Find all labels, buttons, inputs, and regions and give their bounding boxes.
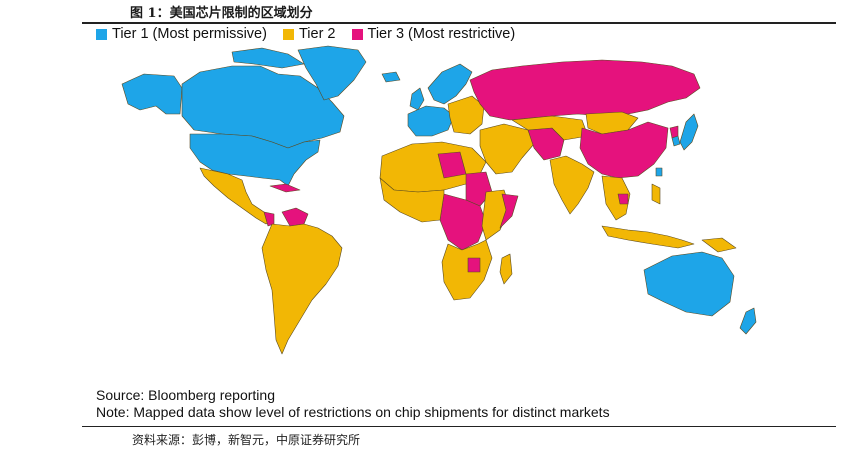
legend-swatch-tier3 <box>351 28 363 40</box>
region-philippines <box>651 183 661 205</box>
region-alaska <box>121 73 183 115</box>
region-new-zealand <box>739 307 757 335</box>
legend-swatch-tier1 <box>96 28 107 40</box>
region-china <box>579 121 669 179</box>
region-madagascar <box>499 253 513 285</box>
source-text: Source: Bloomberg reporting <box>96 387 275 403</box>
region-central-asia <box>511 115 589 141</box>
figure-title: 图 1：美国芯片限制的区域划分 <box>130 6 313 21</box>
region-australia <box>643 251 735 317</box>
region-middle-east <box>479 123 535 175</box>
region-central-africa <box>439 193 487 251</box>
region-venezuela <box>281 207 309 227</box>
region-cambodia <box>617 193 629 205</box>
bottom-rule <box>82 426 836 427</box>
legend-swatch-tier2 <box>282 28 294 40</box>
region-taiwan <box>655 167 663 177</box>
region-western-europe <box>407 105 455 137</box>
source-notes: Source: Bloomberg reporting Note: Mapped… <box>96 387 610 421</box>
region-south-america <box>261 223 343 355</box>
region-arctic-islands <box>231 47 305 69</box>
region-png <box>701 237 737 253</box>
region-south-korea <box>671 135 681 147</box>
world-map <box>121 45 757 355</box>
region-iceland <box>381 71 401 83</box>
top-rule <box>82 22 836 24</box>
region-usa <box>189 133 321 187</box>
region-scandinavia <box>427 63 473 105</box>
region-indonesia <box>601 225 695 249</box>
region-eastern-europe <box>447 95 485 135</box>
note-text: Note: Mapped data show level of restrict… <box>96 404 610 420</box>
footer-source: 资料来源：彭博，新智元，中原证券研究所 <box>132 433 361 447</box>
region-cuba <box>269 183 301 193</box>
legend-item-tier3: Tier 3 (Most restrictive) <box>351 26 516 42</box>
legend-label-tier3: Tier 3 (Most restrictive) <box>367 26 516 42</box>
region-southeast-asia <box>601 175 631 221</box>
region-southern-africa <box>441 239 493 301</box>
legend-label-tier1: Tier 1 (Most permissive) <box>112 26 267 42</box>
legend-label-tier2: Tier 2 <box>298 26 336 42</box>
legend: Tier 1 (Most permissive) Tier 2 Tier 3 (… <box>96 26 515 42</box>
region-zimbabwe <box>467 257 481 273</box>
region-east-africa <box>481 189 511 241</box>
region-somalia <box>499 193 519 229</box>
region-india <box>549 155 595 215</box>
region-uk <box>409 87 425 111</box>
region-west-africa <box>379 177 445 223</box>
region-russia <box>469 59 701 121</box>
legend-item-tier2: Tier 2 <box>282 26 336 42</box>
legend-item-tier1: Tier 1 (Most permissive) <box>96 26 267 42</box>
region-greenland <box>297 45 367 101</box>
region-japan <box>679 113 699 151</box>
